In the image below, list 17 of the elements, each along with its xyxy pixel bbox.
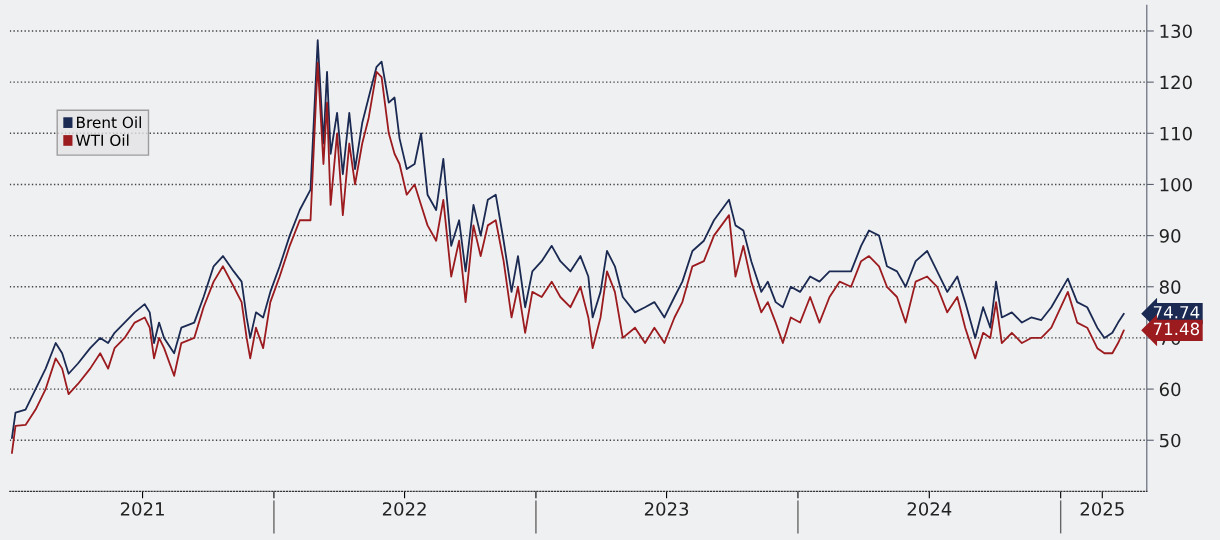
x-tick-label: 2021 xyxy=(120,502,164,516)
y-tick-label: 80 xyxy=(1159,280,1181,294)
annotation: 71.48 xyxy=(1153,322,1200,336)
y-tick-label: 50 xyxy=(1160,433,1181,448)
y-tick-label: 120 xyxy=(1160,75,1192,90)
annotation: 74.74 xyxy=(1153,306,1200,319)
legend-label: Brent Oil xyxy=(77,116,141,129)
y-tick-label: 90 xyxy=(1159,229,1181,243)
x-tick-label: 2022 xyxy=(382,502,426,516)
y-tick-label: 60 xyxy=(1159,382,1181,397)
y-tick-label: 130 xyxy=(1160,24,1192,39)
legend-label: WTI Oil xyxy=(76,134,129,147)
x-tick-label: 2023 xyxy=(644,502,689,516)
y-tick-label: 100 xyxy=(1160,177,1192,192)
x-tick-label: 2024 xyxy=(907,502,952,516)
y-tick-label: 110 xyxy=(1160,126,1192,141)
x-tick-label: 2025 xyxy=(1080,502,1124,516)
